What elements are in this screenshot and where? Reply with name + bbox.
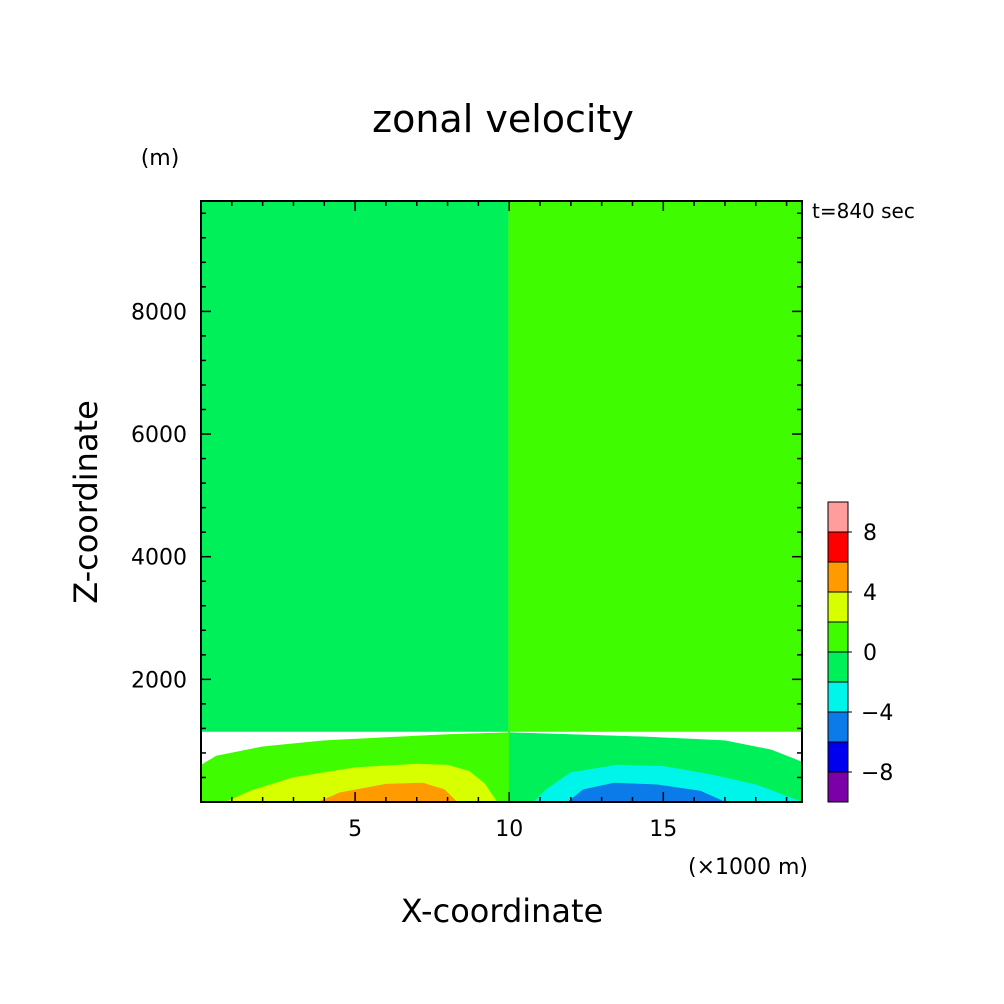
colorbar-swatch	[827, 591, 849, 623]
colorbar-tick-label: −4	[861, 701, 893, 726]
x-unit-label: (×1000 m)	[688, 855, 808, 880]
colorbar-swatch	[827, 771, 849, 803]
y-unit-label: (m)	[141, 146, 180, 171]
colorbar-swatch	[827, 651, 849, 683]
x-tick-label: 15	[649, 817, 677, 842]
contour-region-0	[200, 200, 510, 732]
x-tick-label: 5	[348, 817, 362, 842]
colorbar-tick-label: −8	[861, 761, 893, 786]
y-tick-labels: 2000 4000 6000 8000	[131, 300, 187, 693]
x-axis-label: X-coordinate	[401, 892, 604, 930]
colorbar	[827, 501, 849, 803]
contour-fill-layer	[200, 200, 803, 803]
colorbar-swatch	[827, 561, 849, 593]
x-tick-label: 10	[495, 817, 523, 842]
y-tick-label: 4000	[131, 546, 187, 571]
x-tick-labels: 5 10 15	[348, 817, 677, 842]
colorbar-swatch	[827, 621, 849, 653]
y-tick-label: 6000	[131, 423, 187, 448]
contour-region-1	[508, 200, 803, 732]
colorbar-swatch	[827, 501, 849, 533]
colorbar-tick-label: 0	[863, 641, 877, 666]
colorbar-tick-label: 8	[863, 521, 877, 546]
y-tick-label: 8000	[131, 300, 187, 325]
plot-frame	[200, 200, 803, 803]
y-axis-label: Z-coordinate	[67, 400, 105, 604]
colorbar-swatch	[827, 711, 849, 743]
time-label: t=840 sec	[812, 199, 915, 223]
chart-title: zonal velocity	[372, 97, 634, 141]
colorbar-tick-label: 4	[863, 581, 877, 606]
colorbar-swatch	[827, 681, 849, 713]
colorbar-swatch	[827, 741, 849, 773]
y-tick-label: 2000	[131, 668, 187, 693]
colorbar-swatch	[827, 531, 849, 563]
colorbar-tick-labels: −8 −4 0 4 8	[848, 521, 893, 786]
